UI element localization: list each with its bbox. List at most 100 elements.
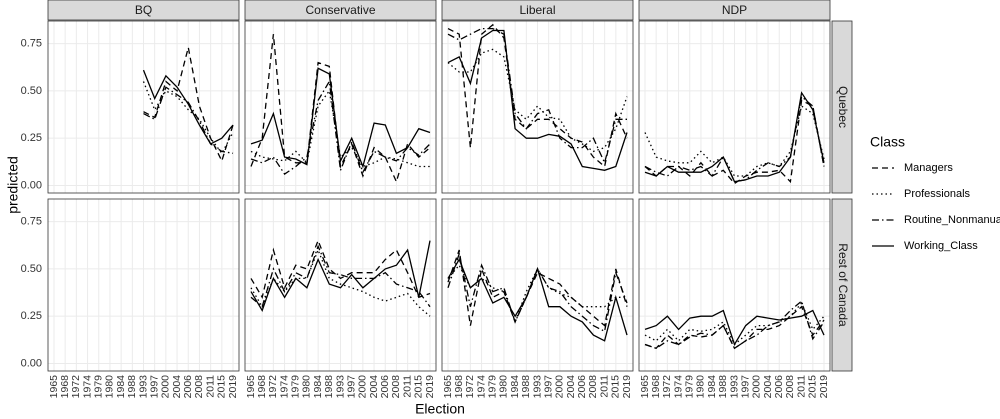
- x-tick-label: 1965: [442, 375, 454, 399]
- y-tick-label: 0.50: [21, 85, 42, 97]
- x-tick-label: 1965: [48, 375, 60, 399]
- x-tick-label: 1974: [278, 375, 290, 399]
- y-tick-label: 0.75: [21, 38, 42, 50]
- x-tick-label: 1997: [148, 375, 160, 399]
- x-tick-label: 1997: [739, 375, 751, 399]
- series-line: [447, 23, 628, 168]
- series-line: [644, 91, 825, 183]
- x-tick-label: 2006: [182, 375, 194, 399]
- x-tick-label: 1984: [312, 375, 324, 399]
- series-line: [142, 69, 234, 145]
- x-tick-label: 1974: [672, 375, 684, 399]
- x-tick-label: 2000: [160, 375, 172, 399]
- series-line: [250, 240, 431, 313]
- series-line: [644, 99, 825, 185]
- x-tick-label: 2006: [379, 375, 391, 399]
- x-tick-label: 1993: [728, 375, 740, 399]
- x-tick-label: 1984: [706, 375, 718, 399]
- x-tick-label: 1968: [453, 375, 465, 399]
- panel-border: [244, 198, 437, 372]
- panel-border: [638, 198, 831, 372]
- facet-strip: [831, 20, 853, 194]
- facet-strip: [441, 0, 634, 21]
- x-tick-label: 1968: [256, 375, 268, 399]
- x-tick-label: 2008: [390, 375, 402, 399]
- x-tick-label: 2015: [216, 375, 228, 399]
- x-tick-label: 1974: [81, 375, 93, 399]
- facet-label: Rest of Canada: [836, 243, 850, 327]
- x-tick-label: 1972: [267, 375, 279, 399]
- x-tick-label: 2006: [576, 375, 588, 399]
- x-tick-label: 1993: [334, 375, 346, 399]
- facet-label: NDP: [722, 3, 747, 17]
- y-axis-label: predicted: [5, 156, 21, 214]
- x-tick-label: 1965: [245, 375, 257, 399]
- y-tick-label: 0.00: [21, 357, 42, 369]
- x-tick-label: 1972: [661, 375, 673, 399]
- x-tick-label: 1979: [684, 375, 696, 399]
- x-tick-label: 1988: [323, 375, 335, 399]
- x-tick-label: 1993: [137, 375, 149, 399]
- series-line: [142, 81, 234, 155]
- x-tick-label: 2008: [193, 375, 205, 399]
- series-line: [447, 249, 628, 327]
- x-tick-label: 2006: [773, 375, 785, 399]
- panel-border: [441, 20, 634, 194]
- x-tick-label: 1980: [695, 375, 707, 399]
- series-line: [644, 299, 825, 350]
- x-tick-label: 2019: [621, 375, 633, 399]
- x-tick-label: 2004: [762, 375, 774, 399]
- facet-strip: [831, 198, 853, 372]
- x-tick-label: 2015: [610, 375, 622, 399]
- panel-border: [638, 20, 831, 194]
- panel-border: [244, 20, 437, 194]
- panel-border: [47, 20, 240, 194]
- x-tick-label: 1979: [290, 375, 302, 399]
- x-tick-label: 2004: [368, 375, 380, 399]
- facet-label: Liberal: [519, 3, 555, 17]
- x-tick-label: 1965: [639, 375, 651, 399]
- x-tick-label: 1968: [650, 375, 662, 399]
- series-line: [447, 29, 628, 171]
- x-tick-label: 1979: [93, 375, 105, 399]
- x-tick-label: 1993: [531, 375, 543, 399]
- x-tick-label: 2000: [751, 375, 763, 399]
- x-tick-label: 1997: [345, 375, 357, 399]
- legend-title: Class: [870, 134, 905, 150]
- x-tick-label: 1980: [498, 375, 510, 399]
- x-tick-label: 2011: [401, 375, 413, 398]
- x-tick-label: 1980: [104, 375, 116, 399]
- series-line: [143, 86, 234, 154]
- series-line: [447, 258, 628, 342]
- facet-strip: [244, 0, 437, 21]
- legend-label: Professionals: [904, 188, 971, 200]
- x-tick-label: 2004: [171, 375, 183, 399]
- x-tick-label: 2008: [784, 375, 796, 399]
- x-tick-label: 2000: [554, 375, 566, 399]
- panel-border: [47, 198, 240, 372]
- x-tick-label: 1997: [542, 375, 554, 399]
- facet-strip: [638, 0, 831, 21]
- x-tick-label: 2000: [357, 375, 369, 399]
- x-tick-label: 2019: [227, 375, 239, 399]
- x-tick-label: 1988: [126, 375, 138, 399]
- x-tick-label: 2011: [204, 375, 216, 398]
- x-tick-label: 1980: [301, 375, 313, 399]
- x-tick-label: 2019: [818, 375, 830, 399]
- x-tick-label: 1984: [115, 375, 127, 399]
- x-axis-label: Election: [415, 401, 465, 417]
- x-tick-label: 2004: [565, 375, 577, 399]
- x-tick-label: 1988: [520, 375, 532, 399]
- facet-label: Quebec: [836, 86, 850, 128]
- x-tick-label: 1984: [509, 375, 521, 399]
- y-tick-label: 0.75: [21, 216, 42, 228]
- series-line: [250, 67, 431, 169]
- panel-border: [441, 198, 634, 372]
- x-tick-label: 1972: [70, 375, 82, 399]
- series-line: [447, 27, 627, 165]
- x-tick-label: 2008: [587, 375, 599, 399]
- series-line: [250, 238, 431, 300]
- series-line: [644, 305, 825, 350]
